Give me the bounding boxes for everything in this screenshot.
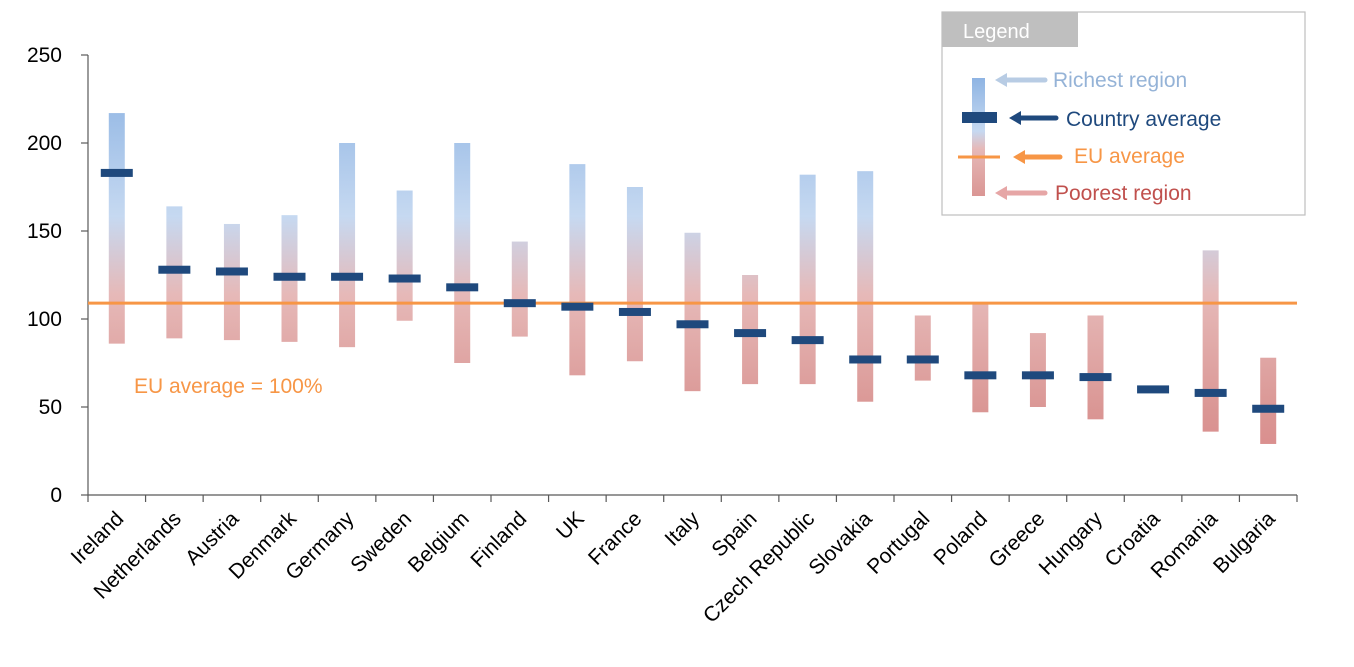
average-marker-spain bbox=[734, 329, 767, 338]
range-bar-austria bbox=[223, 223, 240, 341]
average-marker-netherlands bbox=[158, 265, 191, 274]
average-marker-austria bbox=[215, 267, 248, 276]
y-tick-label: 200 bbox=[27, 132, 62, 155]
range-bar-poland bbox=[972, 303, 989, 413]
x-axis-ticks bbox=[87, 495, 1298, 502]
average-marker-ireland bbox=[100, 168, 133, 177]
range-bar-germany bbox=[339, 143, 356, 348]
y-tick-label: 50 bbox=[39, 396, 62, 419]
range-bar-italy bbox=[684, 232, 701, 392]
eu-average-annotation: EU average = 100% bbox=[134, 375, 323, 398]
average-marker-denmark bbox=[273, 272, 306, 281]
legend-label-richest: Richest region bbox=[1053, 69, 1187, 92]
range-bar-hungary bbox=[1087, 315, 1104, 420]
average-marker-germany bbox=[331, 272, 364, 281]
average-marker-croatia bbox=[1137, 385, 1170, 394]
range-bar-france bbox=[626, 187, 643, 362]
range-bar-portugal bbox=[914, 315, 931, 381]
legend: Legend Richest region Country averag bbox=[941, 11, 1306, 216]
category-label-france: France bbox=[584, 507, 646, 569]
legend-poorest-arrow bbox=[995, 186, 1048, 200]
average-marker-greece bbox=[1021, 371, 1054, 380]
legend-label-eu: EU average bbox=[1074, 145, 1185, 168]
range-bar-greece bbox=[1029, 333, 1046, 407]
category-label-belgium: Belgium bbox=[404, 507, 474, 577]
category-label-sweden: Sweden bbox=[346, 507, 416, 577]
average-marker-bulgaria bbox=[1252, 404, 1285, 413]
legend-label-poorest: Poorest region bbox=[1055, 182, 1192, 205]
average-marker-portugal bbox=[906, 355, 939, 364]
country-average-markers bbox=[100, 168, 1285, 413]
legend-average-arrow bbox=[1009, 111, 1059, 125]
legend-range-swatch bbox=[972, 78, 985, 196]
range-bar-finland bbox=[511, 241, 528, 337]
legend-average-swatch bbox=[962, 112, 997, 123]
y-tick-label: 150 bbox=[27, 220, 62, 243]
range-bar-czech-republic bbox=[799, 174, 816, 385]
range-bar-uk bbox=[569, 164, 586, 376]
category-label-portugal: Portugal bbox=[863, 507, 935, 579]
category-labels: IrelandNetherlandsAustriaDenmarkGermanyS… bbox=[67, 507, 1280, 628]
legend-title-bg bbox=[942, 12, 1078, 47]
legend-eu-arrow bbox=[1013, 150, 1063, 164]
category-label-poland: Poland bbox=[929, 507, 992, 570]
average-marker-italy bbox=[676, 320, 709, 329]
legend-title: Legend bbox=[963, 21, 1030, 43]
category-label-hungary: Hungary bbox=[1035, 507, 1108, 580]
average-marker-poland bbox=[964, 371, 997, 380]
range-bar-sweden bbox=[396, 190, 413, 321]
average-marker-romania bbox=[1194, 388, 1227, 397]
category-label-finland: Finland bbox=[466, 507, 531, 572]
category-label-italy: Italy bbox=[661, 507, 705, 551]
category-label-bulgaria: Bulgaria bbox=[1209, 507, 1280, 578]
range-bar-belgium bbox=[454, 143, 471, 363]
y-tick-label: 250 bbox=[27, 44, 62, 67]
y-tick-label: 0 bbox=[50, 484, 62, 507]
range-bar-bulgaria bbox=[1260, 357, 1277, 444]
category-label-slovakia: Slovakia bbox=[804, 507, 877, 580]
chart-axes bbox=[87, 55, 1297, 496]
category-label-spain: Spain bbox=[707, 507, 761, 561]
average-marker-sweden bbox=[388, 274, 421, 283]
category-label-uk: UK bbox=[552, 507, 589, 544]
legend-richest-arrow bbox=[995, 73, 1048, 87]
y-axis-ticks: 0 50 100 150 200 250 bbox=[27, 44, 88, 507]
average-marker-czech-republic bbox=[791, 336, 824, 345]
average-marker-belgium bbox=[446, 283, 479, 292]
average-marker-france bbox=[618, 307, 651, 316]
average-marker-finland bbox=[503, 299, 536, 308]
range-bar-romania bbox=[1202, 250, 1219, 432]
average-marker-uk bbox=[561, 302, 594, 311]
legend-label-average: Country average bbox=[1066, 108, 1221, 131]
range-bar-slovakia bbox=[857, 171, 874, 402]
average-marker-slovakia bbox=[849, 355, 882, 364]
range-bar-ireland bbox=[108, 113, 125, 344]
average-marker-hungary bbox=[1079, 373, 1112, 382]
y-tick-label: 100 bbox=[27, 308, 62, 331]
